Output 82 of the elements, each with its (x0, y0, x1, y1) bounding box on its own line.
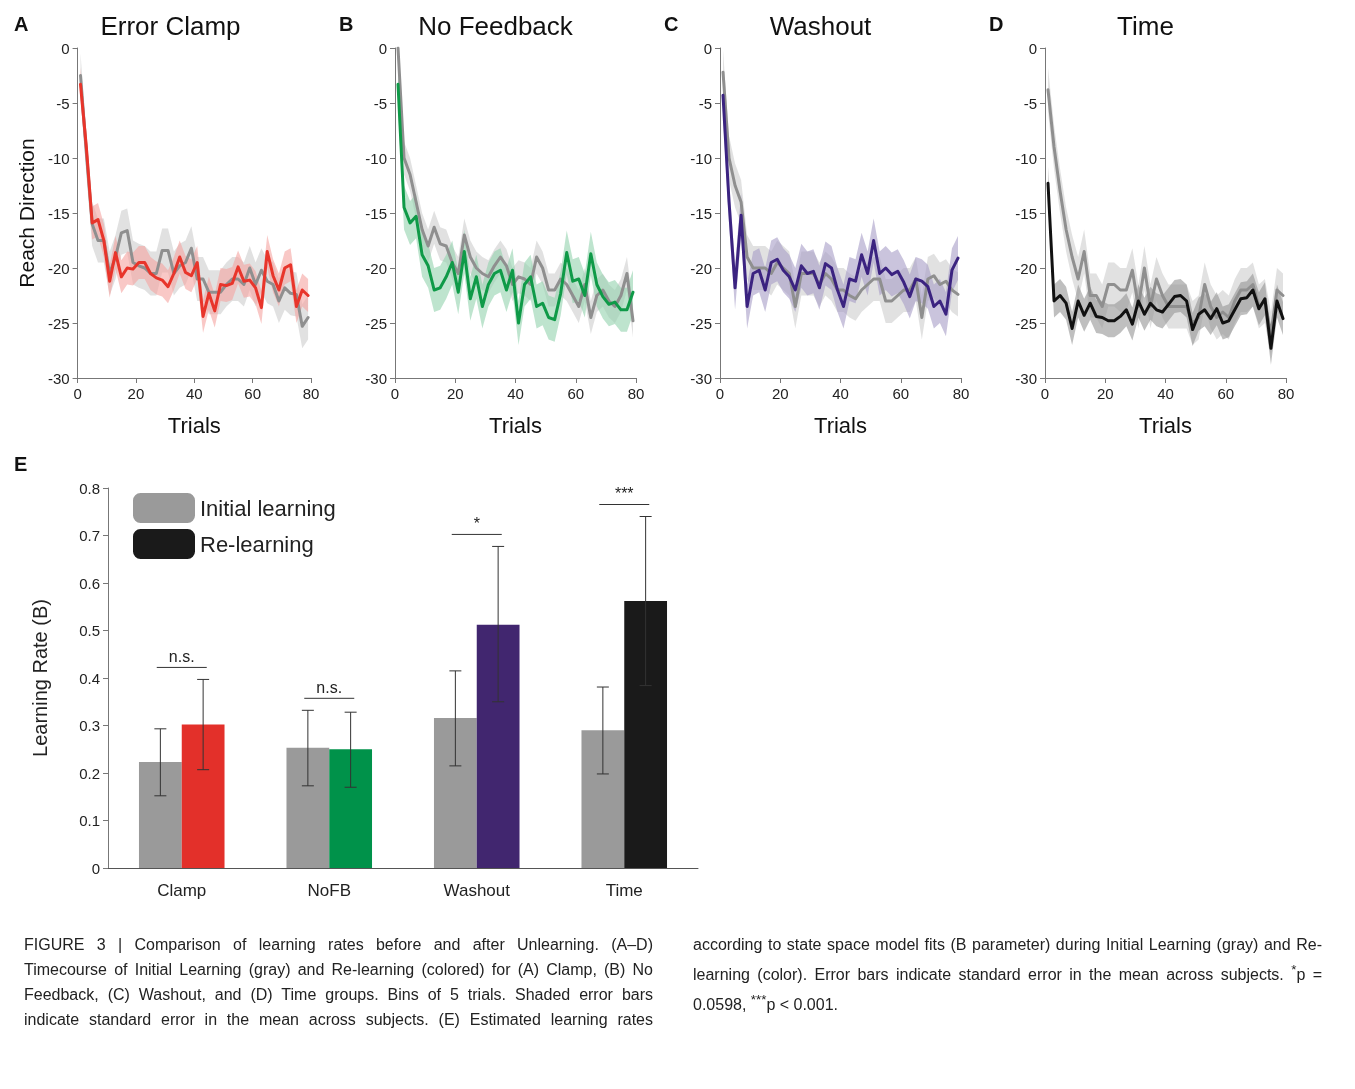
x-tick-label: 20 (771, 385, 789, 402)
legend-label: Re-learning (200, 531, 314, 557)
y-tick-label: -5 (698, 94, 712, 112)
x-tick-label: 20 (127, 385, 145, 402)
x-tick-label: Clamp (157, 881, 207, 900)
x-tick-label: 40 (185, 385, 203, 402)
y-tick-label: 0 (91, 859, 100, 877)
x-tick-label: 60 (1217, 385, 1235, 402)
text: FIGURE 3 | Comparison of learning rates before and after Unlearning. (A–D) Timecourse of Initial Learning (gray) and Re-learning (colored) for (A) Clamp, (B) No Feedback, (C) Washout, and (D) Time groups. Bins of 5 trials. Shaded error bars indicate standard error in the mean across subjects. (E) Estimated learning rates according to state space model fits (B parameter) during Initial Learning (gray) and Re-learning (color). Error bars indicate standard error in the mean across subjects. $^{*}$p = 0.0598, $^{***}$p < 0.001. (24, 936, 1323, 1028)
y-axis-title: Reach Direction (15, 138, 38, 288)
y-tick-label: -5 (1023, 94, 1037, 112)
y-tick-label: -10 (1015, 149, 1037, 167)
y-tick-label: -5 (373, 94, 387, 112)
x-tick-label: 80 (952, 385, 970, 402)
y-tick-label: 0 (61, 39, 70, 57)
x-tick-label: 80 (1277, 385, 1295, 402)
y-tick-label: -20 (690, 259, 712, 277)
x-tick-label: 40 (507, 385, 524, 402)
x-tick-label: 20 (1096, 385, 1114, 402)
y-tick-label: 0.7 (79, 527, 100, 544)
text: E (14, 453, 28, 475)
y-tick-label: -30 (690, 369, 712, 387)
x-axis-title: Trials (489, 412, 542, 438)
chart-title: No Feedback (418, 11, 574, 41)
x-tick-label: 40 (1157, 385, 1174, 402)
y-tick-label: -25 (690, 314, 712, 332)
annotation: n.s. (316, 678, 343, 696)
y-tick-label: -20 (1015, 259, 1037, 277)
y-tick-label: 0.8 (79, 479, 100, 497)
annotation: *** (614, 485, 634, 502)
y-tick-label: -30 (365, 369, 387, 387)
y-tick-label: 0 (703, 39, 712, 57)
y-tick-label: -15 (1015, 204, 1037, 222)
x-tick-label: Time (605, 881, 643, 900)
x-tick-label: 80 (302, 385, 320, 402)
y-tick-label: 0.5 (79, 622, 100, 639)
x-tick-label: 20 (446, 385, 464, 402)
chart-title: Washout (769, 11, 873, 41)
x-tick-label: 60 (567, 385, 585, 402)
y-tick-label: -25 (47, 314, 70, 332)
y-tick-label: 0.3 (79, 717, 100, 734)
x-tick-label: 60 (244, 385, 261, 402)
y-tick-label: -10 (47, 149, 70, 167)
x-tick-label: Washout (443, 881, 511, 900)
y-tick-label: -30 (47, 369, 70, 387)
y-tick-label: -25 (1015, 314, 1037, 332)
chart-title: Error Clamp (100, 11, 241, 41)
y-tick-label: -15 (365, 204, 387, 222)
chart-title: Time (1117, 11, 1174, 41)
x-tick-label: 40 (832, 385, 849, 402)
text: B (339, 13, 354, 35)
y-tick-label: -20 (47, 259, 70, 277)
x-tick-label: 80 (627, 385, 645, 402)
y-tick-label: 0 (378, 39, 387, 57)
x-tick-label: 0 (390, 385, 400, 402)
x-axis-title: Trials (1139, 412, 1192, 438)
y-tick-label: -30 (1015, 369, 1037, 387)
annotation: * (473, 514, 480, 532)
y-tick-label: -10 (690, 149, 712, 167)
x-tick-label: 0 (1040, 385, 1050, 402)
legend-label: Initial learning (200, 495, 336, 521)
y-tick-label: 0.6 (79, 574, 100, 592)
annotation: n.s. (168, 647, 195, 665)
x-axis-title: Trials (167, 412, 221, 438)
y-tick-label: -5 (56, 94, 70, 112)
x-tick-label: 60 (892, 385, 910, 402)
y-tick-label: 0.1 (79, 812, 100, 829)
y-tick-label: 0.2 (79, 764, 100, 782)
y-tick-label: -15 (47, 204, 70, 222)
text: A (14, 13, 29, 35)
y-tick-label: -15 (690, 204, 712, 222)
y-tick-label: -25 (365, 314, 387, 332)
y-axis-title: Learning Rate (B) (29, 599, 51, 757)
y-tick-label: -10 (365, 149, 387, 167)
x-tick-label: NoFB (307, 881, 351, 900)
x-axis-title: Trials (814, 412, 867, 438)
y-tick-label: 0 (1028, 39, 1037, 57)
text: C (664, 13, 679, 35)
text: D (989, 13, 1004, 35)
y-tick-label: -20 (365, 259, 387, 277)
y-tick-label: 0.4 (79, 669, 100, 687)
x-tick-label: 0 (715, 385, 725, 402)
